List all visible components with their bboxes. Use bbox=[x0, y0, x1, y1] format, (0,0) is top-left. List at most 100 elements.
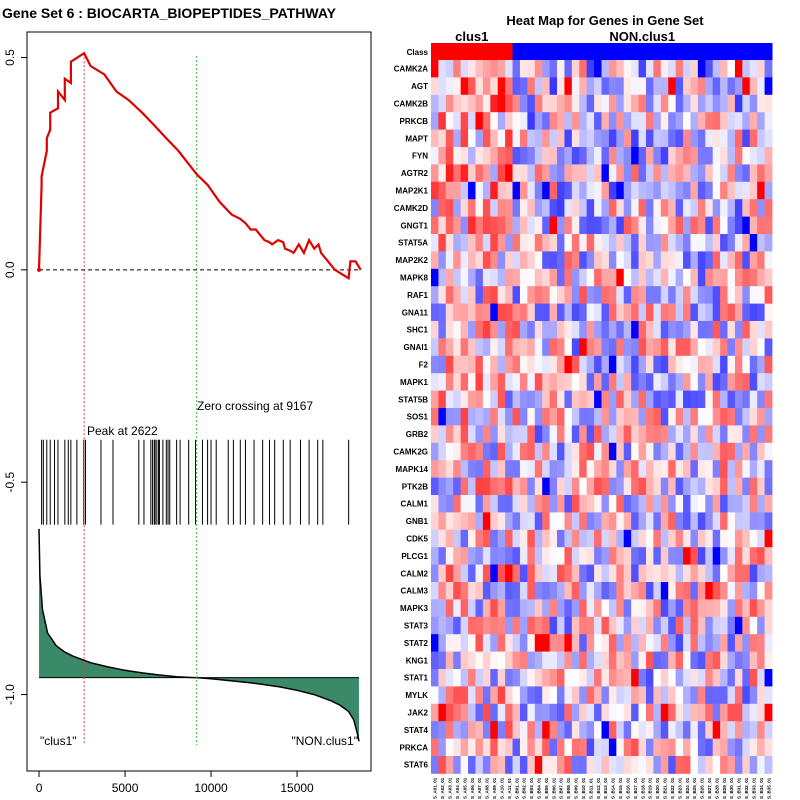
heatmap-cell bbox=[460, 495, 469, 513]
heatmap-cell bbox=[438, 251, 447, 270]
sample-label: S_B03_01 bbox=[529, 777, 534, 799]
heatmap-cell bbox=[749, 756, 758, 774]
heatmap-cell bbox=[475, 129, 484, 148]
heatmap-cell bbox=[616, 234, 625, 252]
heatmap-cell bbox=[653, 738, 662, 757]
heatmap-cell bbox=[764, 669, 773, 687]
heatmap-cell bbox=[475, 616, 484, 635]
heatmap-cell bbox=[712, 94, 721, 113]
heatmap-cell bbox=[742, 94, 751, 113]
heatmap-cell bbox=[505, 303, 513, 322]
heatmap-cell bbox=[438, 442, 447, 461]
heatmap-cell bbox=[638, 251, 647, 270]
heatmap-cell bbox=[631, 529, 639, 548]
heatmap-cell bbox=[616, 547, 625, 565]
heatmap-cell bbox=[638, 77, 647, 96]
heatmap-cell bbox=[668, 234, 677, 252]
heatmap-cell bbox=[512, 442, 521, 461]
heatmap-cell bbox=[445, 477, 454, 496]
heatmap-cell bbox=[527, 529, 536, 548]
heatmap-cell bbox=[564, 756, 573, 774]
heatmap-cell bbox=[534, 582, 543, 600]
heatmap-cell bbox=[645, 703, 654, 722]
heatmap-cell bbox=[505, 529, 513, 548]
heatmap-cell bbox=[527, 425, 536, 444]
heatmap-cell bbox=[482, 355, 491, 374]
heatmap-cell bbox=[653, 669, 662, 687]
heatmap-cell bbox=[705, 303, 714, 322]
heatmap-cell bbox=[616, 686, 625, 705]
heatmap-cell bbox=[431, 129, 439, 148]
heatmap-cell bbox=[742, 703, 751, 722]
heatmap-cell bbox=[468, 390, 476, 409]
heatmap-cell bbox=[712, 181, 721, 200]
heatmap-cell bbox=[675, 738, 684, 757]
heatmap-cell bbox=[660, 495, 669, 513]
gene-label: PLCG1 bbox=[401, 552, 428, 561]
heatmap-cell bbox=[557, 321, 565, 339]
heatmap-cell bbox=[616, 738, 625, 757]
heatmap-cell bbox=[727, 477, 736, 496]
heatmap-cell bbox=[742, 651, 751, 670]
sample-label: S_A08_01 bbox=[485, 777, 490, 799]
heatmap-cell bbox=[519, 129, 528, 148]
heatmap-cell bbox=[623, 251, 632, 270]
heatmap-cell bbox=[764, 321, 773, 339]
heatmap-cell bbox=[712, 529, 721, 548]
heatmap-cell bbox=[519, 442, 528, 461]
heatmap-cell bbox=[519, 599, 528, 618]
heatmap-cell bbox=[638, 582, 647, 600]
heatmap-cell bbox=[638, 547, 647, 565]
heatmap-cell bbox=[490, 164, 499, 183]
heatmap-cell bbox=[586, 60, 595, 78]
heatmap-cell bbox=[579, 512, 588, 531]
heatmap-cell bbox=[757, 669, 765, 687]
heatmap-cell bbox=[571, 529, 580, 548]
heatmap-cell bbox=[608, 268, 617, 287]
heatmap-cell bbox=[727, 355, 736, 374]
heatmap-cell bbox=[690, 112, 699, 130]
heatmap-cell bbox=[749, 408, 758, 426]
sample-label: S_B21_01 bbox=[663, 777, 668, 799]
heatmap-cell bbox=[571, 408, 580, 426]
heatmap-cell bbox=[534, 442, 543, 461]
heatmap-cell bbox=[468, 651, 476, 670]
heatmap-cell bbox=[705, 408, 714, 426]
heatmap-cell bbox=[720, 60, 728, 78]
heatmap-cell bbox=[690, 355, 699, 374]
gene-label: MAP2K1 bbox=[396, 187, 429, 196]
heatmap-cell bbox=[638, 408, 647, 426]
heatmap-cell bbox=[542, 60, 551, 78]
heatmap-cell bbox=[527, 686, 536, 705]
heatmap-cell bbox=[727, 721, 736, 739]
heatmap-cell bbox=[505, 616, 513, 635]
heatmap-cell bbox=[542, 390, 551, 409]
heatmap-cell bbox=[631, 477, 639, 496]
heatmap-cell bbox=[608, 564, 617, 583]
heatmap-cell bbox=[453, 94, 462, 113]
heatmap-cell bbox=[542, 77, 551, 96]
heatmap-cell bbox=[638, 599, 647, 618]
heatmap-cell bbox=[757, 251, 765, 270]
heatmap-cell bbox=[586, 495, 595, 513]
heatmap-cell bbox=[453, 112, 462, 130]
heatmap-cell bbox=[749, 164, 758, 183]
heatmap-cell bbox=[645, 338, 654, 357]
heatmap-cell bbox=[445, 321, 454, 339]
heatmap-cell bbox=[571, 216, 580, 235]
heatmap-cell bbox=[683, 129, 691, 148]
heatmap-cell bbox=[720, 373, 728, 391]
heatmap-cell bbox=[460, 460, 469, 478]
heatmap-cell bbox=[534, 669, 543, 687]
heatmap-cell bbox=[527, 268, 536, 287]
heatmap-cell bbox=[660, 164, 669, 183]
heatmap-cell bbox=[683, 303, 691, 322]
heatmap-cell bbox=[623, 564, 632, 583]
heatmap-cell bbox=[512, 599, 521, 618]
heatmap-cell bbox=[445, 495, 454, 513]
heatmap-cell bbox=[468, 147, 476, 165]
sample-label: S_B05_01 bbox=[544, 777, 549, 799]
heatmap-cell bbox=[594, 164, 602, 183]
heatmap-cell bbox=[638, 442, 647, 461]
heatmap-cell bbox=[579, 164, 588, 183]
